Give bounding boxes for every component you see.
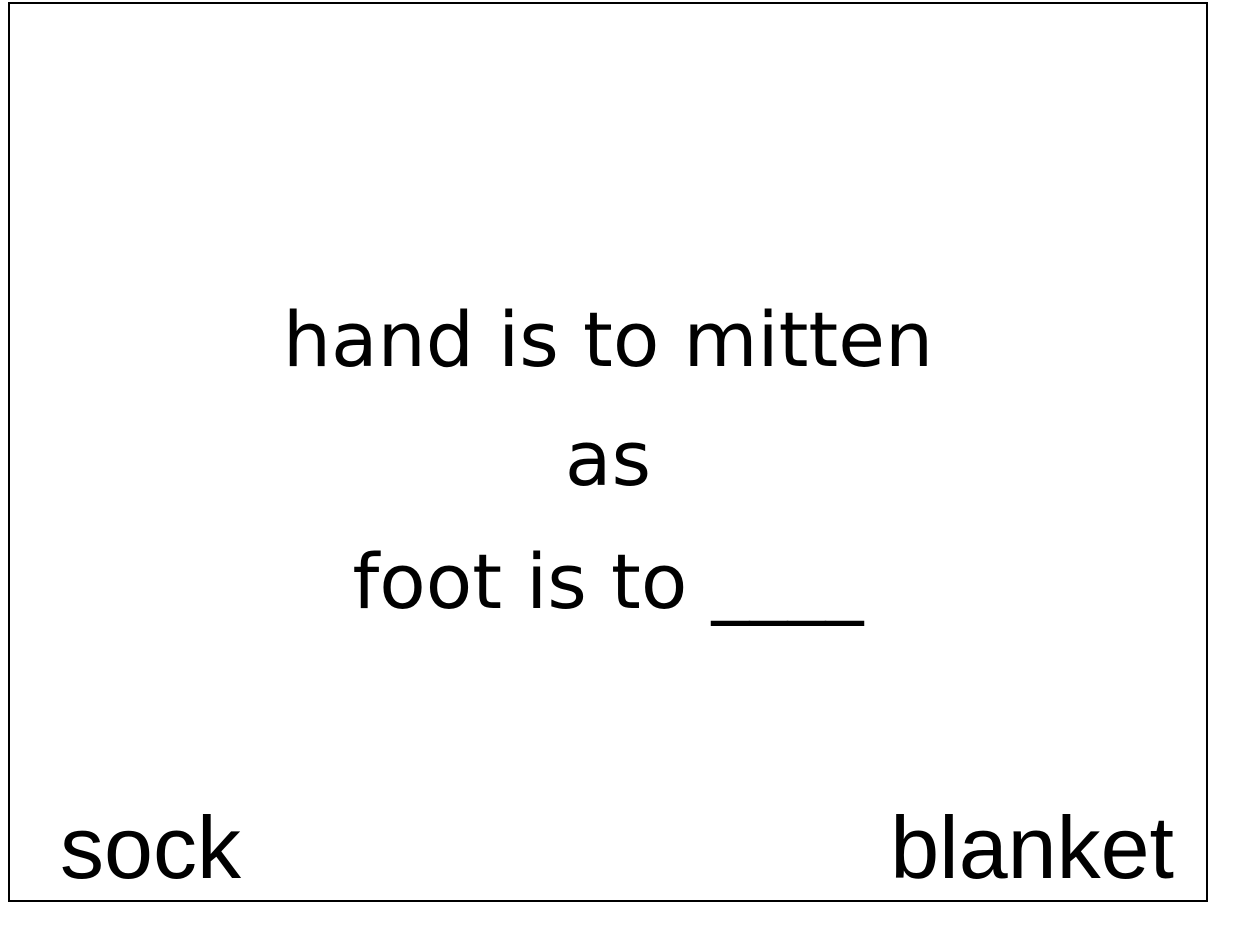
option-blanket[interactable]: blanket — [890, 798, 1174, 897]
analogy-connector: as — [564, 414, 652, 503]
option-sock[interactable]: sock — [60, 798, 241, 897]
analogy-premise: hand is to mitten — [282, 295, 934, 384]
task-frame: hand is to mitten as foot is to ____ soc… — [8, 2, 1208, 902]
analogy-question: foot is to ____ — [352, 537, 864, 626]
